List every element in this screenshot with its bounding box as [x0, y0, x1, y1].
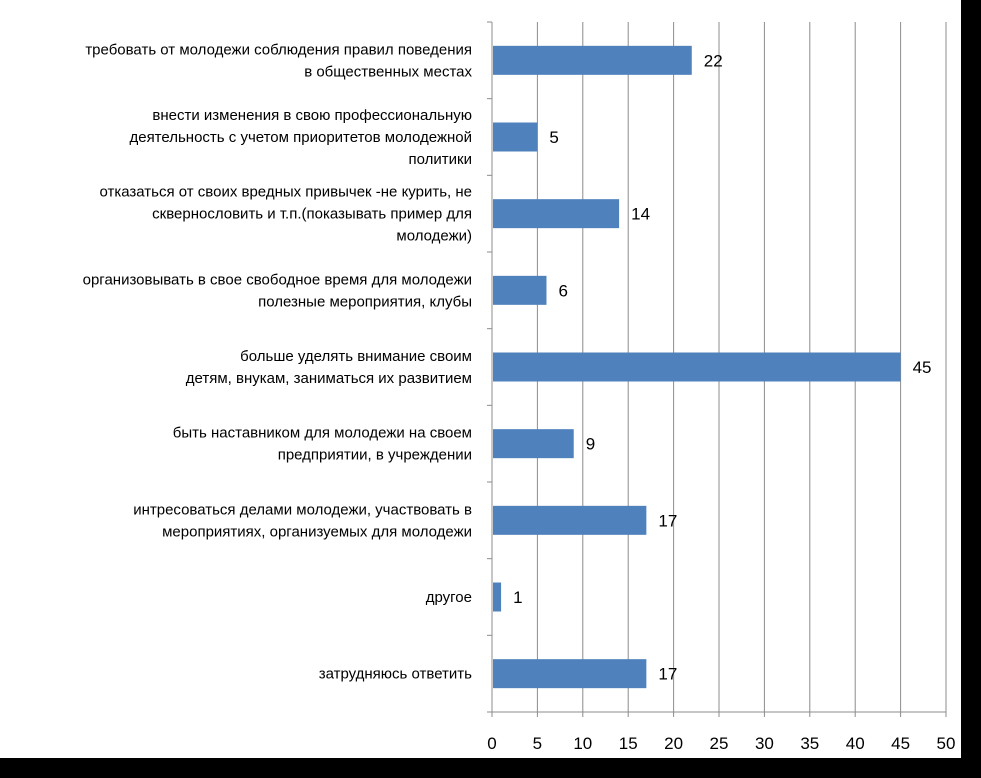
data-label-3: 14	[631, 205, 650, 224]
bar-5	[493, 352, 901, 382]
category-label-9: затрудняюсь ответить	[319, 666, 472, 683]
x-tick-label: 40	[846, 734, 865, 753]
x-tick-label: 50	[937, 734, 956, 753]
category-label-2: политики	[409, 151, 472, 168]
category-label-1: требовать от молодежи соблюдения правил …	[85, 41, 472, 58]
category-label-4: организовывать в свое свободное время дл…	[83, 271, 472, 288]
category-label-3: отказаться от своих вредных привычек -не…	[99, 184, 472, 201]
category-label-2: внести изменения в свою профессиональную	[152, 107, 472, 124]
x-tick-label: 30	[755, 734, 774, 753]
x-tick-label: 20	[664, 734, 683, 753]
category-label-4: полезные мероприятия, клубы	[258, 293, 472, 310]
x-tick-label: 35	[800, 734, 819, 753]
data-label-2: 5	[549, 128, 558, 147]
category-label-7: интресоваться делами молодежи, участвова…	[133, 501, 472, 518]
category-label-1: в общественных местах	[304, 63, 472, 80]
bar-8	[493, 582, 502, 612]
data-label-6: 9	[586, 435, 595, 454]
x-tick-label: 45	[891, 734, 910, 753]
category-label-2: деятельность с учетом приоритетов молоде…	[129, 129, 472, 146]
category-label-7: мероприятиях, организуемых для молодежи	[162, 523, 472, 540]
bar-4	[493, 275, 547, 305]
data-label-7: 17	[658, 511, 677, 530]
x-tick-label: 5	[533, 734, 542, 753]
chart-frame: 0 5 10 15 20 25 30 35 40 45 50 22 требовать от молод…	[0, 0, 961, 758]
bar-2	[493, 122, 538, 152]
category-label-3: сквернословить и т.п.(показывать пример …	[152, 206, 472, 223]
category-label-6: быть наставником для молодежи на своем	[173, 425, 472, 442]
x-tick-label: 25	[710, 734, 729, 753]
data-label-5: 45	[913, 358, 932, 377]
data-label-4: 6	[558, 281, 567, 300]
data-label-9: 17	[658, 665, 677, 684]
bar-9	[493, 659, 647, 689]
x-tick-label: 10	[573, 734, 592, 753]
category-label-8: другое	[426, 589, 472, 606]
axes	[487, 21, 947, 717]
category-label-6: предприятии, в учреждении	[278, 447, 472, 464]
bar-1	[493, 45, 692, 75]
x-tick-label: 15	[619, 734, 638, 753]
bar-6	[493, 429, 574, 459]
category-label-5: детям, внукам, заниматься их развитием	[186, 370, 472, 387]
bar-7	[493, 505, 647, 535]
category-label-5: больше уделять внимание своим	[240, 348, 472, 365]
bar-3	[493, 199, 620, 229]
data-label-1: 22	[704, 51, 723, 70]
x-tick-label: 0	[487, 734, 496, 753]
category-label-3: молодежи)	[396, 228, 472, 245]
bars	[493, 45, 901, 689]
data-label-8: 1	[513, 588, 522, 607]
